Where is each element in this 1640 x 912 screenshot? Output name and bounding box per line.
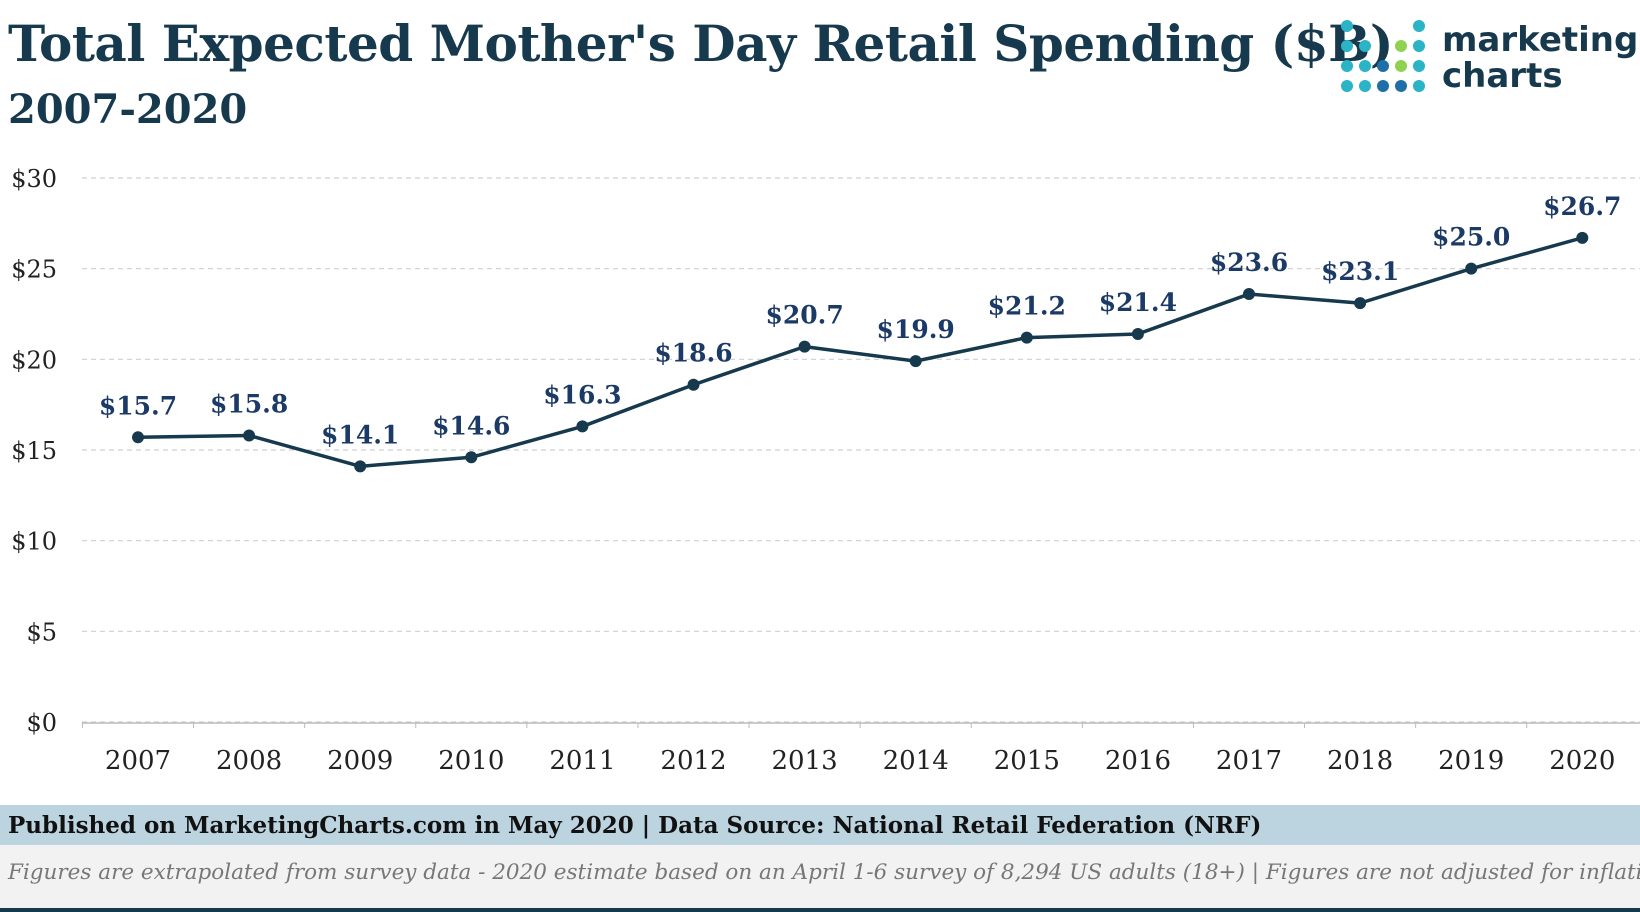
chart-subtitle: 2007-2020 [8,86,248,133]
bottom-rule [0,908,1640,912]
logo-dot [1341,20,1353,32]
logo-dot [1341,40,1353,52]
data-label: $21.2 [988,292,1066,321]
data-point [1354,297,1367,310]
data-label: $16.3 [543,380,621,409]
logo-dot [1413,60,1425,72]
data-label: $23.6 [1210,248,1288,277]
y-tick-label: $5 [26,618,57,646]
x-tick-label: 2014 [883,746,949,776]
data-point [243,429,256,442]
x-tick-label: 2010 [438,746,504,776]
data-point [798,340,811,353]
logo-text-line1: marketing [1442,20,1639,60]
x-tick-label: 2012 [660,746,726,776]
y-tick-label: $25 [11,256,57,284]
data-label: $26.7 [1543,192,1621,221]
logo-dot [1413,80,1425,92]
data-point [576,420,589,433]
x-tick-label: 2018 [1327,746,1393,776]
logo-dot [1395,80,1407,92]
marketingcharts-logo: marketing charts [1340,18,1640,98]
logo-dot [1359,80,1371,92]
data-point [465,451,478,464]
logo-dot [1395,40,1407,52]
logo-dot [1413,20,1425,32]
x-tick-label: 2008 [216,746,282,776]
x-tick-label: 2011 [549,746,615,776]
data-label: $14.1 [321,420,399,449]
data-label: $25.0 [1432,223,1510,252]
note-bar [0,845,1640,912]
logo-dot [1377,80,1389,92]
data-label: $18.6 [654,339,732,368]
logo-dot [1341,80,1353,92]
data-point [909,355,922,368]
logo-dot [1395,60,1407,72]
data-label: $15.7 [99,391,177,420]
y-tick-label: $30 [11,165,57,193]
x-tick-label: 2020 [1549,746,1615,776]
logo-dot [1377,60,1389,72]
x-tick-label: 2009 [327,746,393,776]
y-tick-label: $10 [11,528,57,556]
x-tick-label: 2013 [772,746,838,776]
data-label: $14.6 [432,411,510,440]
source-text: Published on MarketingCharts.com in May … [8,812,1262,839]
series-line [137,236,1583,469]
data-point [132,431,144,444]
x-tick-label: 2019 [1438,746,1504,776]
x-tick-label: 2007 [105,746,171,776]
y-tick-label: $15 [11,437,57,465]
data-point [1243,288,1255,301]
logo-dot [1341,60,1353,72]
x-tick-label: 2015 [994,746,1060,776]
x-tick-label: 2017 [1216,746,1282,776]
x-tick-label: 2016 [1105,746,1171,776]
data-point [1131,327,1144,340]
data-point [687,378,700,391]
data-label: $20.7 [765,301,843,330]
data-point [1465,262,1478,275]
logo-dots-icon [1341,20,1425,92]
chart-title: Total Expected Mother's Day Retail Spend… [8,14,1394,73]
data-point [354,460,367,473]
data-point [1020,331,1033,344]
y-tick-label: $20 [11,346,57,374]
data-label: $19.9 [877,315,955,344]
data-label: $23.1 [1321,257,1399,286]
logo-dot [1359,60,1371,72]
logo-dot [1413,40,1425,52]
line-chart: $0 $5 $10 $15 $20 $25 $30 2007 2008 2009 2010 2011 2… [11,165,1640,776]
data-point [1576,231,1589,244]
source-bar [0,805,1640,845]
footnote-text: Figures are extrapolated from survey dat… [8,860,1640,885]
data-label: $21.4 [1099,288,1177,317]
logo-dot [1359,40,1371,52]
logo-text-line2: charts [1442,56,1563,96]
y-tick-label: $0 [26,709,57,737]
data-label: $15.8 [210,389,288,418]
